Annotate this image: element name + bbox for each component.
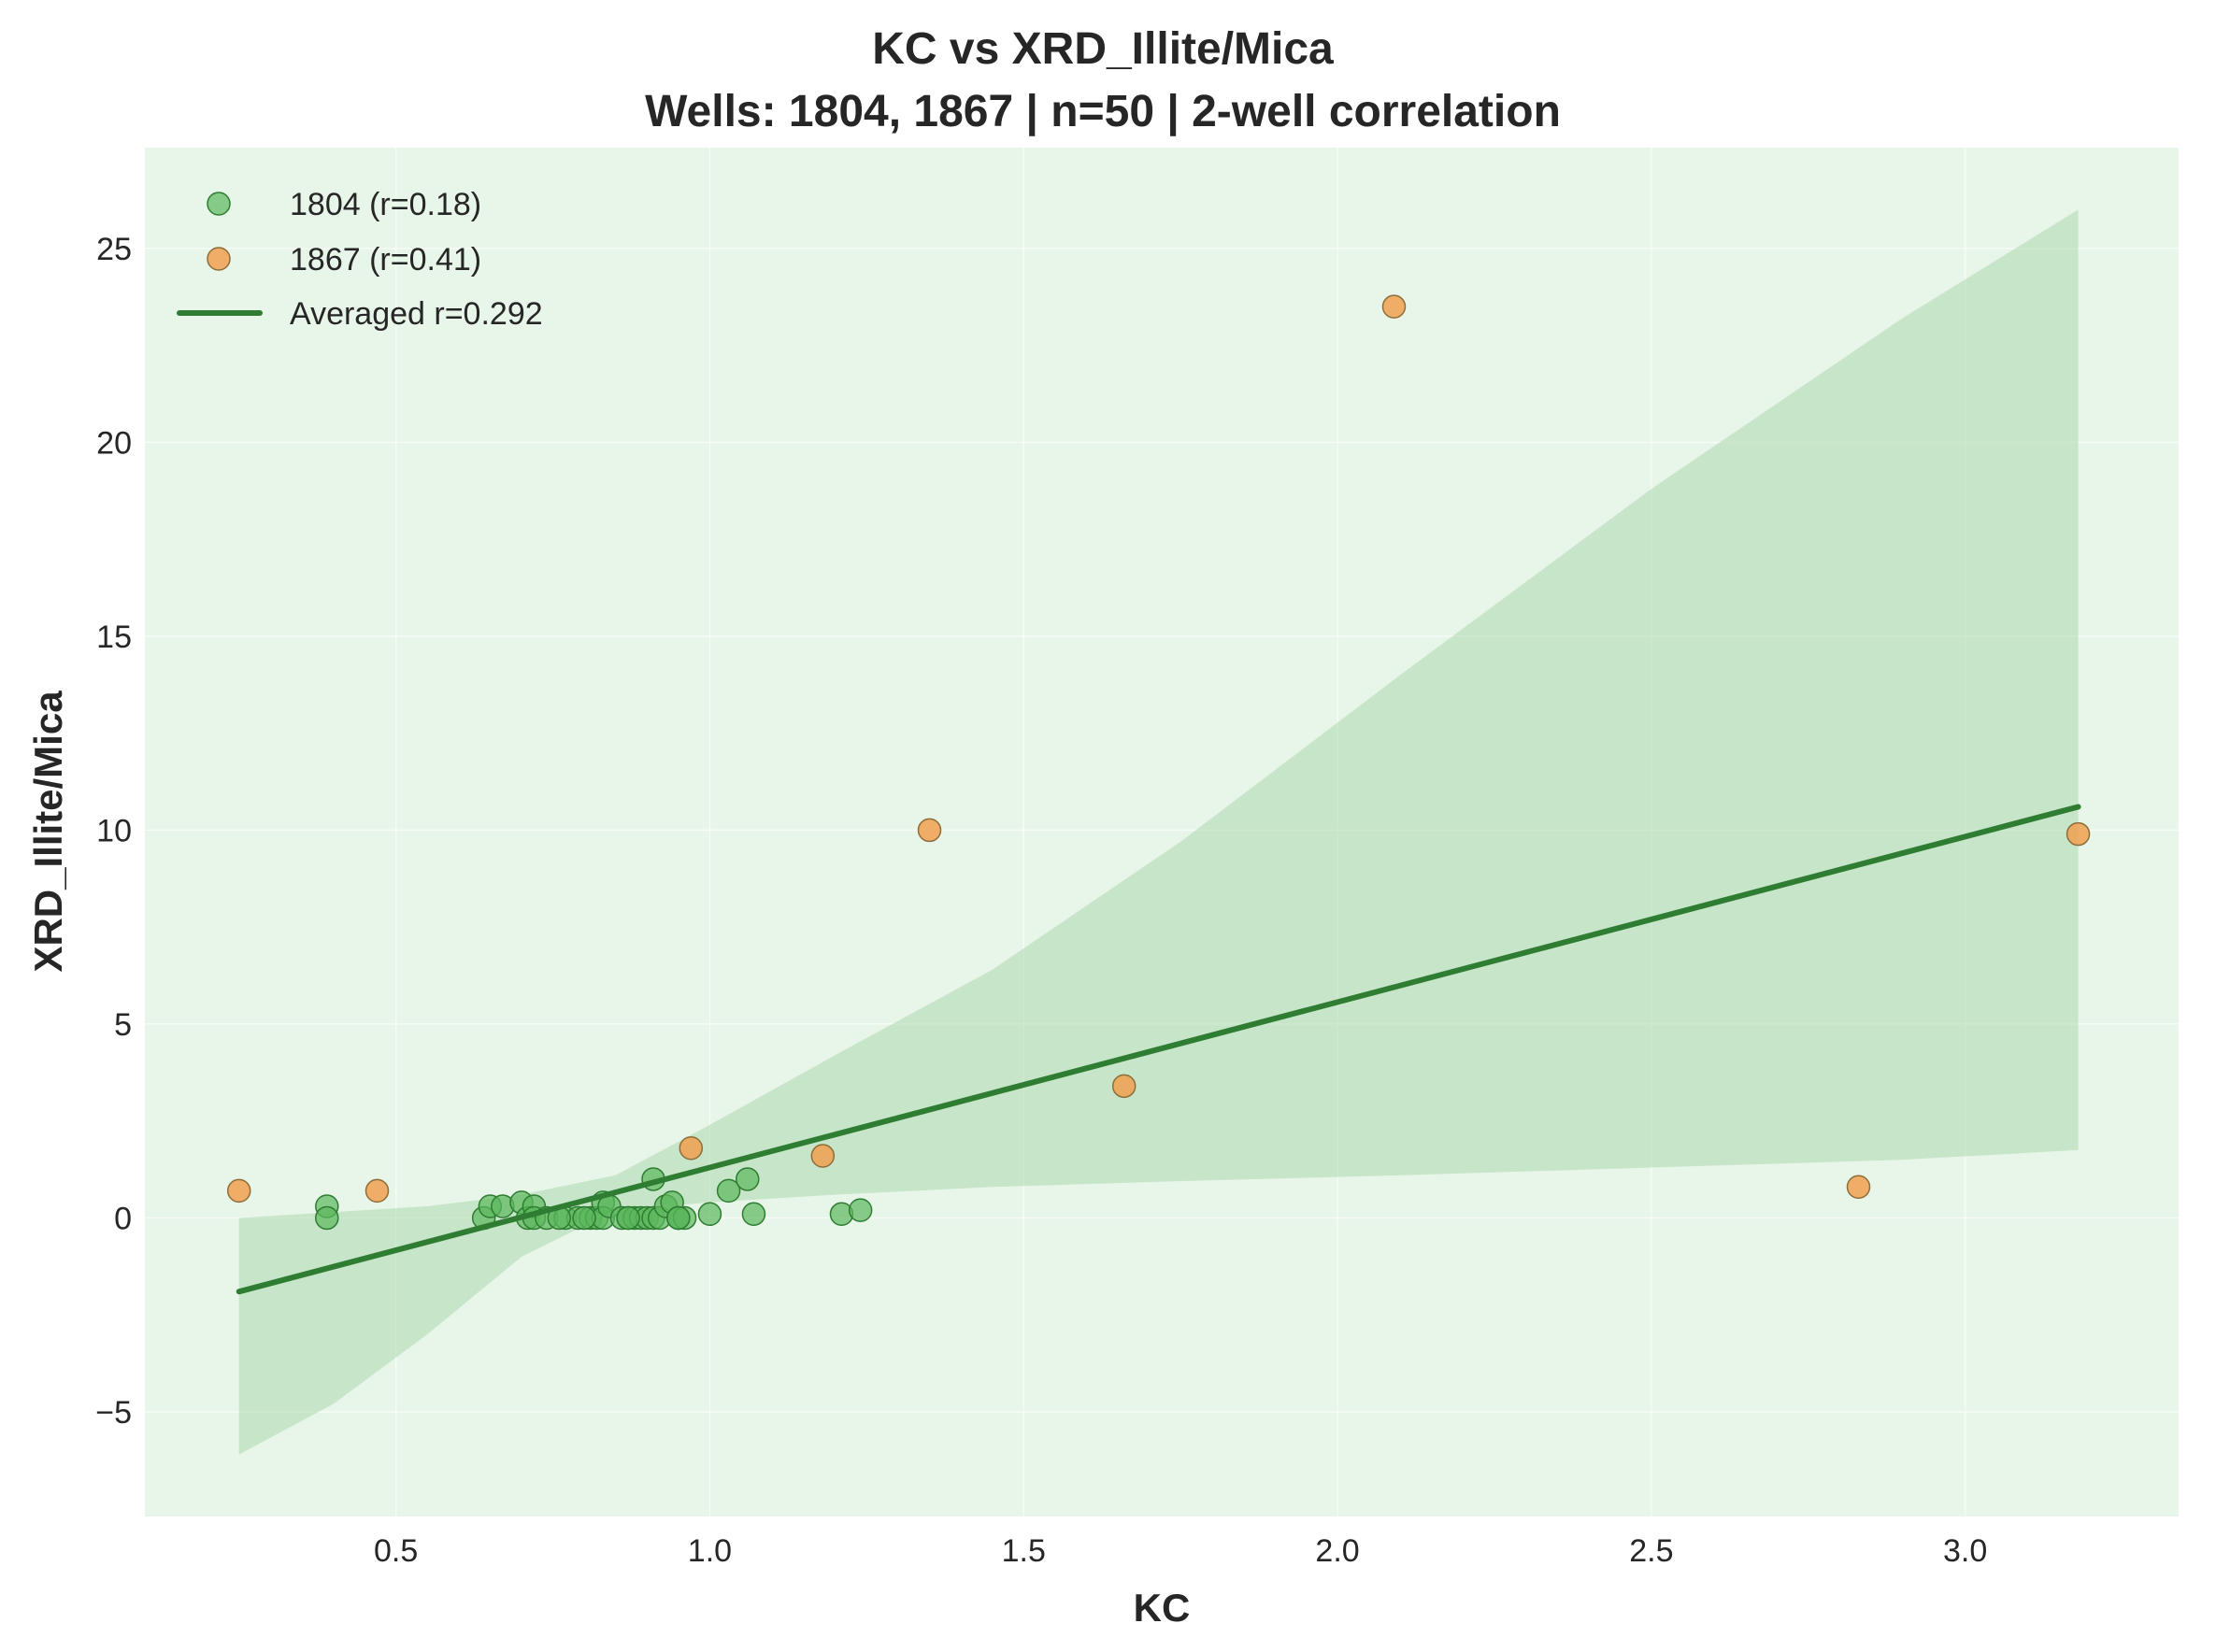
x-tick-label: 0.5 xyxy=(374,1533,418,1569)
y-axis-ticks: −5 0 5 10 15 20 25 xyxy=(95,232,132,1431)
legend-marker-1804 xyxy=(207,192,231,216)
fit-line xyxy=(236,804,2081,1295)
data-point-1867 xyxy=(917,818,942,843)
x-axis-label: KC xyxy=(1134,1586,1191,1630)
legend-label-fit-line: Averaged r=0.292 xyxy=(290,296,543,332)
legend: 1804 (r=0.18) 1867 (r=0.41) Averaged r=0… xyxy=(177,187,543,332)
x-tick-label: 3.0 xyxy=(1943,1533,1987,1569)
data-point-1867 xyxy=(365,1178,390,1203)
data-point-1804 xyxy=(697,1202,722,1227)
data-point-1867 xyxy=(679,1135,704,1161)
legend-label-1867: 1867 (r=0.41) xyxy=(290,242,481,278)
data-point-1804 xyxy=(741,1202,766,1227)
data-point-1867 xyxy=(810,1144,836,1168)
y-tick-label: 5 xyxy=(114,1007,132,1043)
y-tick-label: 15 xyxy=(96,620,132,655)
chart-title: KC vs XRD_Illite/Mica xyxy=(872,24,1334,74)
y-tick-label: 25 xyxy=(96,232,132,267)
y-tick-label: 10 xyxy=(96,813,132,848)
data-point-1804 xyxy=(735,1167,760,1191)
data-point-1804 xyxy=(315,1205,339,1231)
y-tick-label: 20 xyxy=(96,425,132,461)
data-point-1804 xyxy=(572,1205,596,1231)
x-tick-label: 1.0 xyxy=(688,1533,732,1569)
data-point-1804 xyxy=(666,1205,691,1231)
data-point-1867 xyxy=(1111,1074,1137,1099)
data-point-1804 xyxy=(616,1205,640,1231)
x-axis-ticks: 0.5 1.0 1.5 2.0 2.5 3.0 xyxy=(374,1533,1987,1569)
legend-marker-1867 xyxy=(207,247,231,271)
y-axis-label: XRD_Illite/Mica xyxy=(26,691,70,973)
data-point-1867 xyxy=(1846,1175,1871,1199)
data-point-1867 xyxy=(1381,294,1407,319)
data-point-1804 xyxy=(716,1178,741,1203)
chart-subtitle: Wells: 1804, 1867 | n=50 | 2-well correl… xyxy=(645,87,1561,136)
data-point-1867 xyxy=(2066,821,2091,847)
data-point-1867 xyxy=(226,1178,251,1203)
y-tick-label: 0 xyxy=(114,1201,132,1236)
scatter-points xyxy=(226,294,2091,1231)
x-tick-label: 1.5 xyxy=(1002,1533,1046,1569)
x-tick-label: 2.0 xyxy=(1315,1533,1359,1569)
y-tick-label: −5 xyxy=(95,1395,132,1431)
data-point-1804 xyxy=(848,1198,873,1222)
x-tick-label: 2.5 xyxy=(1629,1533,1673,1569)
legend-label-1804: 1804 (r=0.18) xyxy=(290,187,481,222)
